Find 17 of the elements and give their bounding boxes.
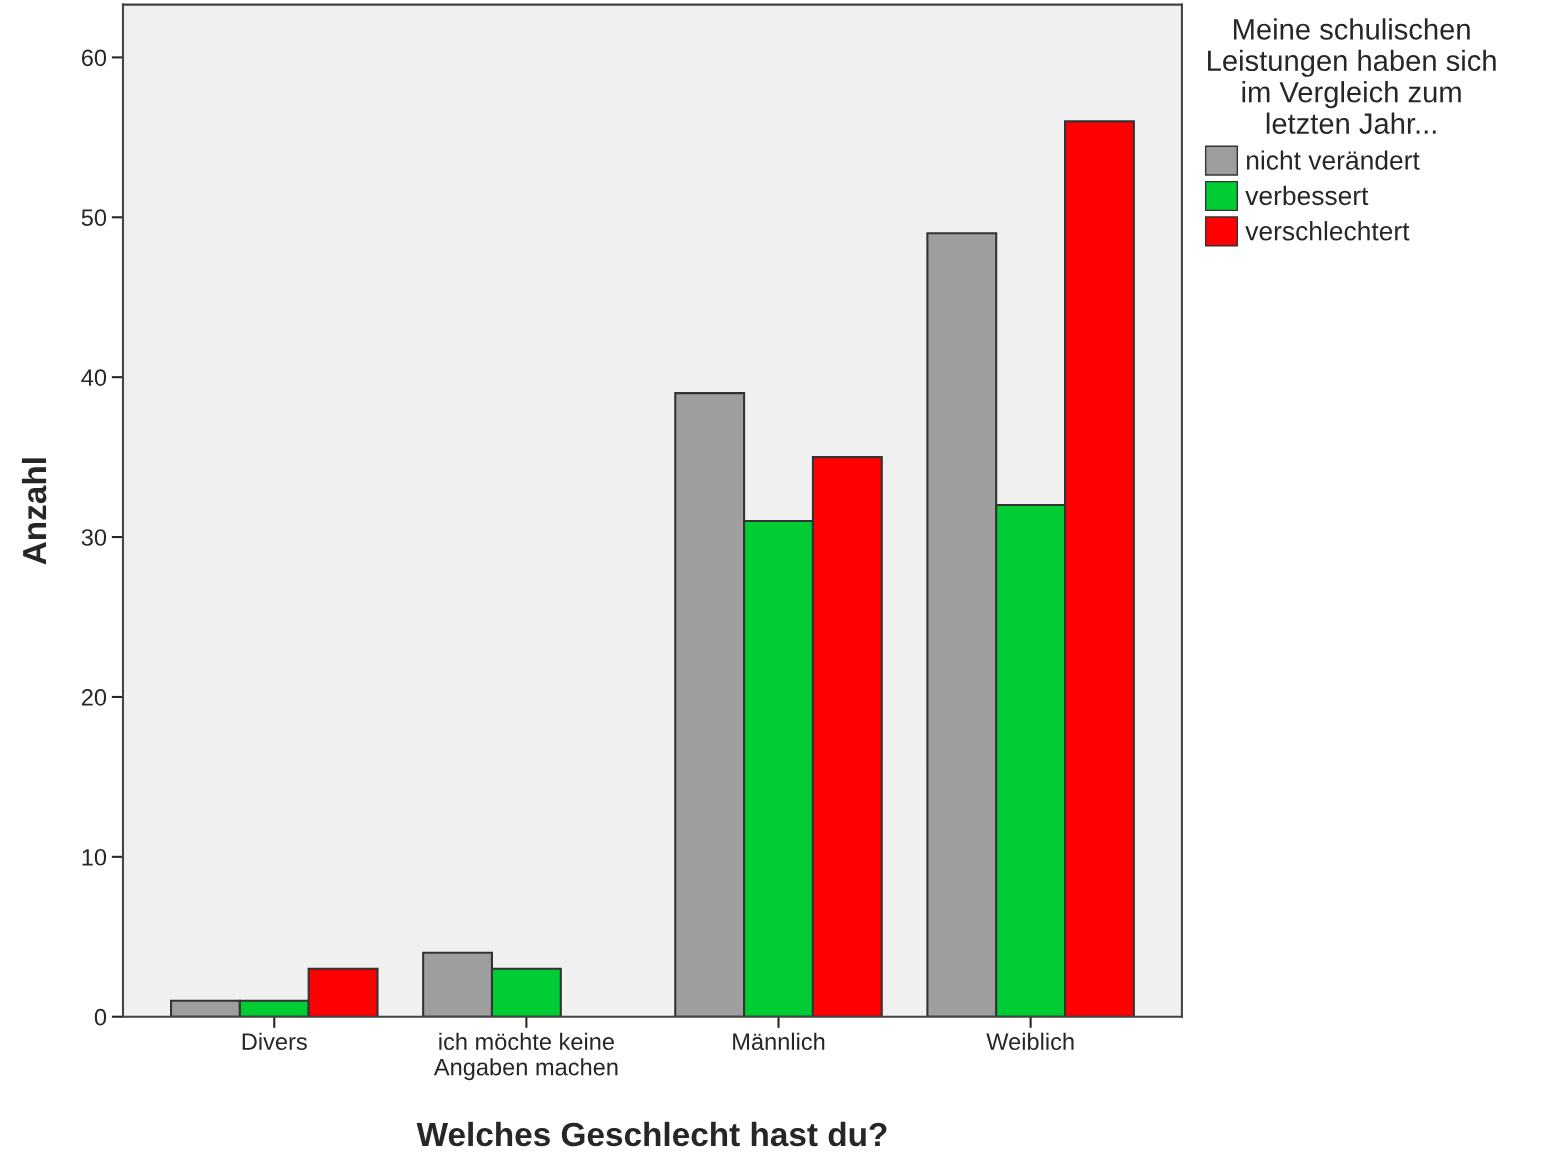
x-tick-label: ich möchte keine Angaben machen: [433, 1032, 618, 1081]
x-axis-title: Welches Geschlecht hast du?: [416, 1121, 887, 1147]
y-tick-label: 40: [81, 369, 107, 386]
x-tick-label: Weiblich: [986, 1032, 1074, 1051]
y-tick-label: 10: [82, 848, 107, 866]
legend-label: verschlechtert: [1245, 221, 1410, 241]
y-tick-label: 60: [81, 49, 107, 67]
y-tick-label: 50: [81, 209, 107, 227]
y-tick-label: 20: [81, 689, 107, 706]
legend-title: Meine schulischen Leistungen haben sich im Vergleich zum letzten Jahr...: [1208, 18, 1496, 134]
x-tick-label: Divers: [242, 1032, 307, 1051]
y-tick-label: 0: [94, 1008, 107, 1026]
legend-label: verbessert: [1245, 185, 1369, 206]
y-axis-title: Anzahl: [21, 458, 47, 565]
x-tick-label: Männlich: [733, 1032, 825, 1051]
legend-label: nicht verändert: [1246, 150, 1420, 170]
y-tick-label: 30: [81, 529, 107, 546]
